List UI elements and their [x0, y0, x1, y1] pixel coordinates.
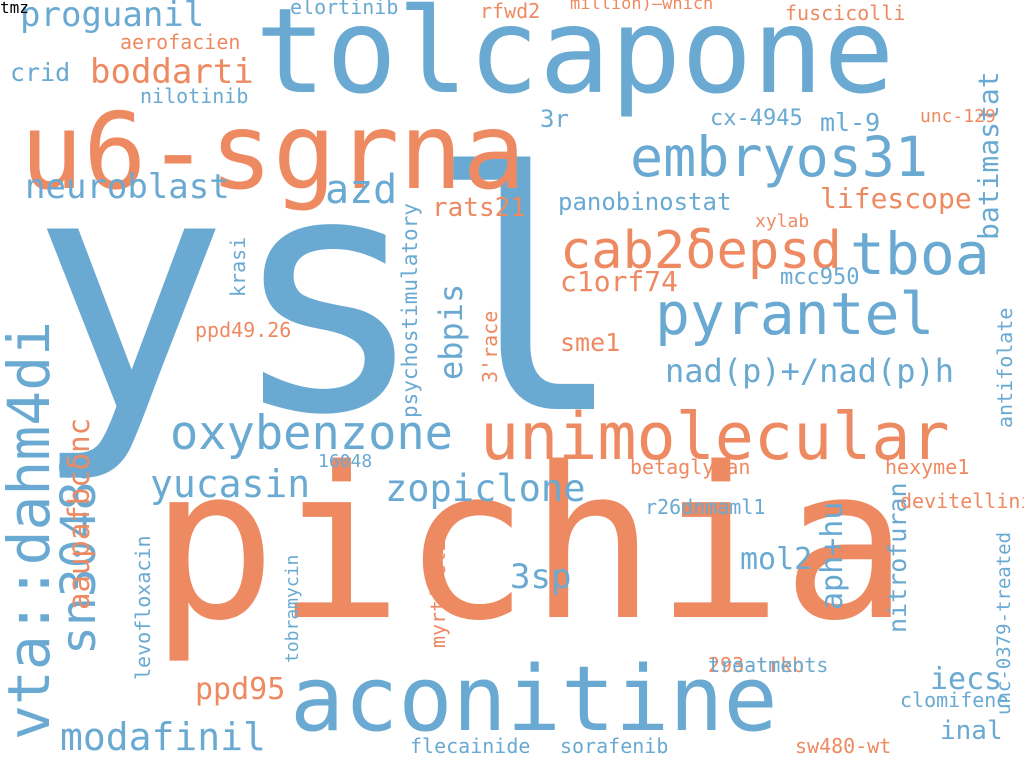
- word-modafinil: modafinil: [60, 715, 266, 759]
- word-yucasin: yucasin: [150, 462, 311, 506]
- word-boddarti: boddarti: [90, 52, 254, 92]
- word-ebpis: ebpis: [432, 283, 470, 380]
- word-myrtifolia: myrtifolia: [426, 527, 450, 648]
- word-pyrantel: pyrantel: [655, 280, 935, 348]
- word-sme1: sme1: [560, 328, 621, 357]
- word-rats21: rats21: [432, 193, 526, 223]
- word-tobramycin: tobramycin: [282, 554, 303, 663]
- word-sorafenib: sorafenib: [560, 734, 669, 758]
- word-unimolecular: unimolecular: [480, 400, 950, 475]
- word-zopiclone: zopiclone: [385, 467, 586, 510]
- word-cx-4945: cx-4945: [710, 106, 803, 131]
- word-krasi: krasi: [226, 236, 250, 297]
- word-nadp: nad(p)+/nad(p)h: [665, 352, 954, 390]
- word-embryos31: embryos31: [630, 125, 929, 189]
- word-levofloxacin: levofloxacin: [131, 535, 155, 681]
- word-lifescope: lifescope: [820, 182, 972, 215]
- word-clomifene: clomifene: [900, 688, 1009, 712]
- word-c1orf74: c1orf74: [560, 265, 679, 298]
- word-elortinib: elortinib: [290, 0, 399, 19]
- word-antifolate: antifolate: [993, 307, 1017, 428]
- word-vta-dahm4di: vta::dahm4di: [0, 320, 63, 740]
- word-cab2depsd: cab2δepsd: [560, 221, 842, 281]
- word-crid: crid: [10, 58, 71, 87]
- word-batimastat: batimastat: [972, 71, 1005, 240]
- word-ysl: ysl: [30, 103, 627, 487]
- word-xylab: xylab: [755, 211, 810, 232]
- word-3race: 3'race: [478, 310, 502, 383]
- word-ml-9: ml-9: [820, 108, 881, 137]
- word-neuroblast: neuroblast: [25, 167, 230, 207]
- word-sw480-wt: sw480-wt: [795, 734, 892, 758]
- word-3r: 3r: [540, 105, 569, 133]
- word-devitellinise: devitellinise: [900, 489, 1024, 513]
- word-aerofacien: aerofacien: [120, 30, 241, 54]
- word-inal: inal: [940, 716, 1003, 746]
- word-million-which: million)—which: [570, 0, 714, 14]
- word-betaglycan: betaglycan: [630, 455, 751, 479]
- word-azd: azd: [325, 167, 398, 213]
- word-16048: 16048: [318, 451, 373, 472]
- word-unc-129: unc-129: [920, 106, 996, 127]
- word-u6-sgrna: u6-sgrna: [20, 91, 526, 213]
- word-oxybenzone: oxybenzone: [170, 406, 453, 461]
- word-mcc950: mcc950: [780, 265, 860, 290]
- word-ppd49-26: ppd49.26: [195, 318, 292, 342]
- word-treatments: treatments: [708, 653, 829, 677]
- word-r26dnmaml1: r26dnmaml1: [645, 495, 766, 519]
- word-mol2: mol2: [740, 542, 813, 577]
- word-flecainide: flecainide: [410, 734, 531, 758]
- word-rfwd2: rfwd2: [480, 0, 541, 23]
- word-tmz: tmz: [0, 0, 29, 17]
- word-nilotinib: nilotinib: [140, 84, 249, 108]
- word-3sp: 3sp: [510, 557, 572, 597]
- word-293-trkb: 293-trkb: [708, 653, 805, 677]
- word-ppd95: ppd95: [195, 672, 286, 707]
- word-panobinostat: panobinostat: [558, 188, 732, 216]
- word-tboa: tboa: [850, 220, 990, 288]
- word-psychostimulatory: psychostimulatory: [398, 203, 422, 418]
- word-hexyme1: hexyme1: [885, 455, 970, 479]
- word-tolcapone: tolcapone: [255, 0, 895, 120]
- word-aaupafbcdnc: aaupafbcδnc: [62, 417, 96, 610]
- word-iecs: iecs: [930, 662, 1003, 697]
- word-aph-hu: aph+hu: [815, 501, 850, 610]
- word-aconitine: aconitine: [290, 647, 778, 752]
- word-proguanil: proguanil: [20, 0, 205, 35]
- word-pichia: pichia: [150, 422, 909, 667]
- word-fuscicolli: fuscicolli: [785, 1, 906, 25]
